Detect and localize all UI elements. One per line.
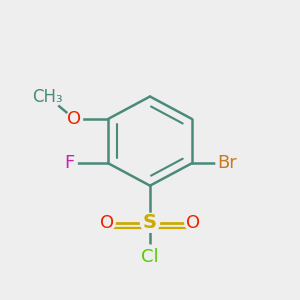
Circle shape [66,110,82,127]
Text: Cl: Cl [141,248,159,266]
Text: O: O [100,214,114,232]
Circle shape [34,83,61,110]
Circle shape [138,245,162,269]
Text: S: S [143,213,157,232]
Circle shape [185,214,201,231]
Text: O: O [186,214,200,232]
Circle shape [62,156,77,171]
Circle shape [216,152,239,175]
Text: Br: Br [218,154,237,172]
Text: CH₃: CH₃ [32,88,63,106]
Text: F: F [64,154,75,172]
Circle shape [140,213,160,232]
Circle shape [99,214,115,231]
Text: O: O [67,110,81,128]
